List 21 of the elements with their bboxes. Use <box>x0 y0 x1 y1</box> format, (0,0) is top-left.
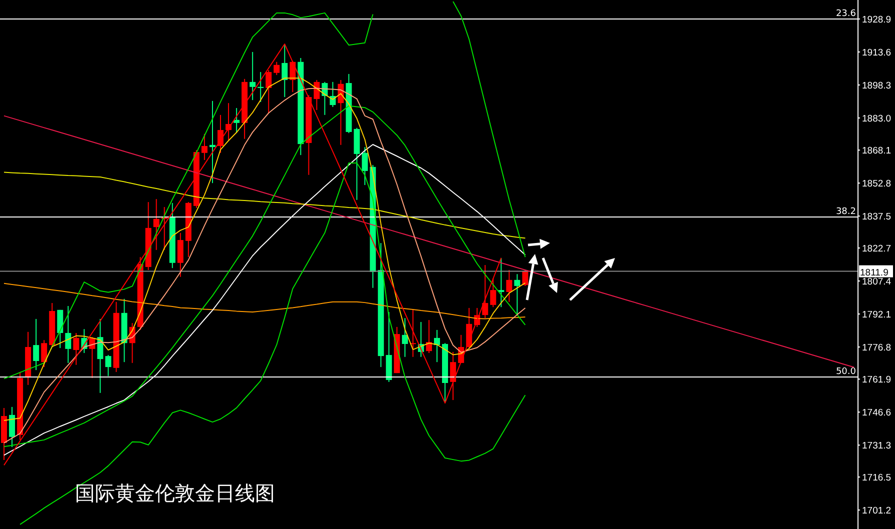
y-tick-label: 1731.3 <box>862 440 892 452</box>
y-tick-label: 1822.7 <box>862 243 892 254</box>
y-tick-label: 1761.9 <box>862 374 892 386</box>
y-tick-label: 1928.9 <box>862 14 892 26</box>
annotation: 23.6 <box>836 8 856 19</box>
y-tick-label: 1913.6 <box>862 47 892 58</box>
y-tick-label: 1868.1 <box>862 145 892 156</box>
y-tick-label: 1716.5 <box>862 472 892 484</box>
text: 国际黄金伦敦金日线图 <box>75 480 275 507</box>
y-tick-label: 1701.2 <box>862 505 892 516</box>
y-tick-label: 1837.5 <box>862 211 892 222</box>
ref-line-label: 1811.9 <box>860 267 888 278</box>
y-tick-label: 1807.4 <box>862 276 892 288</box>
annotation: 38.2 <box>836 206 856 217</box>
y-tick-label: 1776.8 <box>862 342 892 354</box>
y-tick-label: 1883.0 <box>862 113 892 124</box>
y-tick-label: 1792.1 <box>862 309 892 320</box>
annotation: 50.0 <box>836 366 856 377</box>
y-tick-label: 1746.6 <box>862 407 892 418</box>
y-tick-label: 1852.8 <box>862 178 892 190</box>
y-tick-label: 1898.3 <box>862 80 892 92</box>
